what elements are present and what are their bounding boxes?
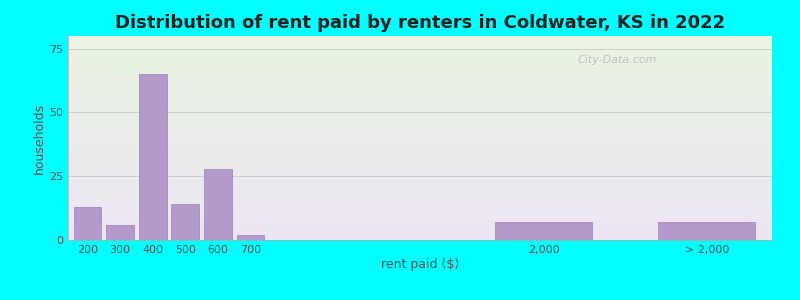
Bar: [495, 222, 592, 240]
Title: Distribution of rent paid by renters in Coldwater, KS in 2022: Distribution of rent paid by renters in …: [115, 14, 725, 32]
Bar: [139, 74, 166, 240]
Bar: [658, 222, 755, 240]
Text: City-Data.com: City-Data.com: [578, 56, 657, 65]
Bar: [171, 204, 199, 240]
Bar: [74, 207, 102, 240]
Bar: [106, 225, 134, 240]
Bar: [204, 169, 232, 240]
Bar: [237, 235, 264, 240]
X-axis label: rent paid ($): rent paid ($): [381, 258, 459, 271]
Y-axis label: households: households: [34, 102, 46, 174]
